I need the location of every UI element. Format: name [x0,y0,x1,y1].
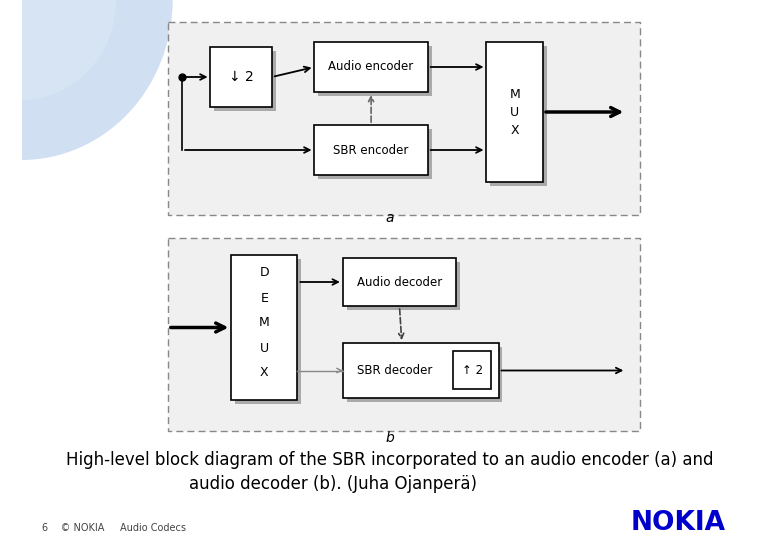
Text: audio decoder (b). (Juha Ojanperä): audio decoder (b). (Juha Ojanperä) [190,475,477,493]
Text: Audio decoder: Audio decoder [356,275,442,288]
Bar [346,262,460,310]
Bar [490,46,547,186]
Text: b: b [385,431,395,445]
Bar [168,238,640,431]
Text: X: X [260,367,268,380]
Bar [215,51,275,111]
Bar [235,259,301,404]
Text: X: X [510,124,519,137]
Text: NOKIA: NOKIA [631,510,725,536]
Bar [168,22,640,215]
Text: Audio encoder: Audio encoder [328,60,413,73]
Bar [342,343,498,398]
Text: ↑ 2: ↑ 2 [462,363,483,376]
Text: a: a [386,211,394,225]
Bar [453,351,491,389]
Text: D: D [260,267,269,280]
Bar [346,347,502,402]
Bar [231,255,297,400]
Bar [211,47,272,107]
Bar [314,125,427,175]
Bar [487,42,543,182]
Text: SBR decoder: SBR decoder [357,364,432,377]
Text: SBR encoder: SBR encoder [333,144,409,157]
Bar [318,46,431,96]
Bar [342,258,456,306]
Text: 6    © NOKIA     Audio Codecs: 6 © NOKIA Audio Codecs [42,523,186,533]
Text: M: M [259,316,270,329]
Text: E: E [261,292,268,305]
Bar [314,42,427,92]
Text: ↓ 2: ↓ 2 [229,70,254,84]
Text: High-level block diagram of the SBR incorporated to an audio encoder (a) and: High-level block diagram of the SBR inco… [66,451,714,469]
Bar [318,129,431,179]
Text: U: U [510,105,519,118]
Ellipse shape [0,0,172,160]
Ellipse shape [0,0,116,100]
Text: M: M [509,87,520,100]
Text: U: U [260,341,269,354]
